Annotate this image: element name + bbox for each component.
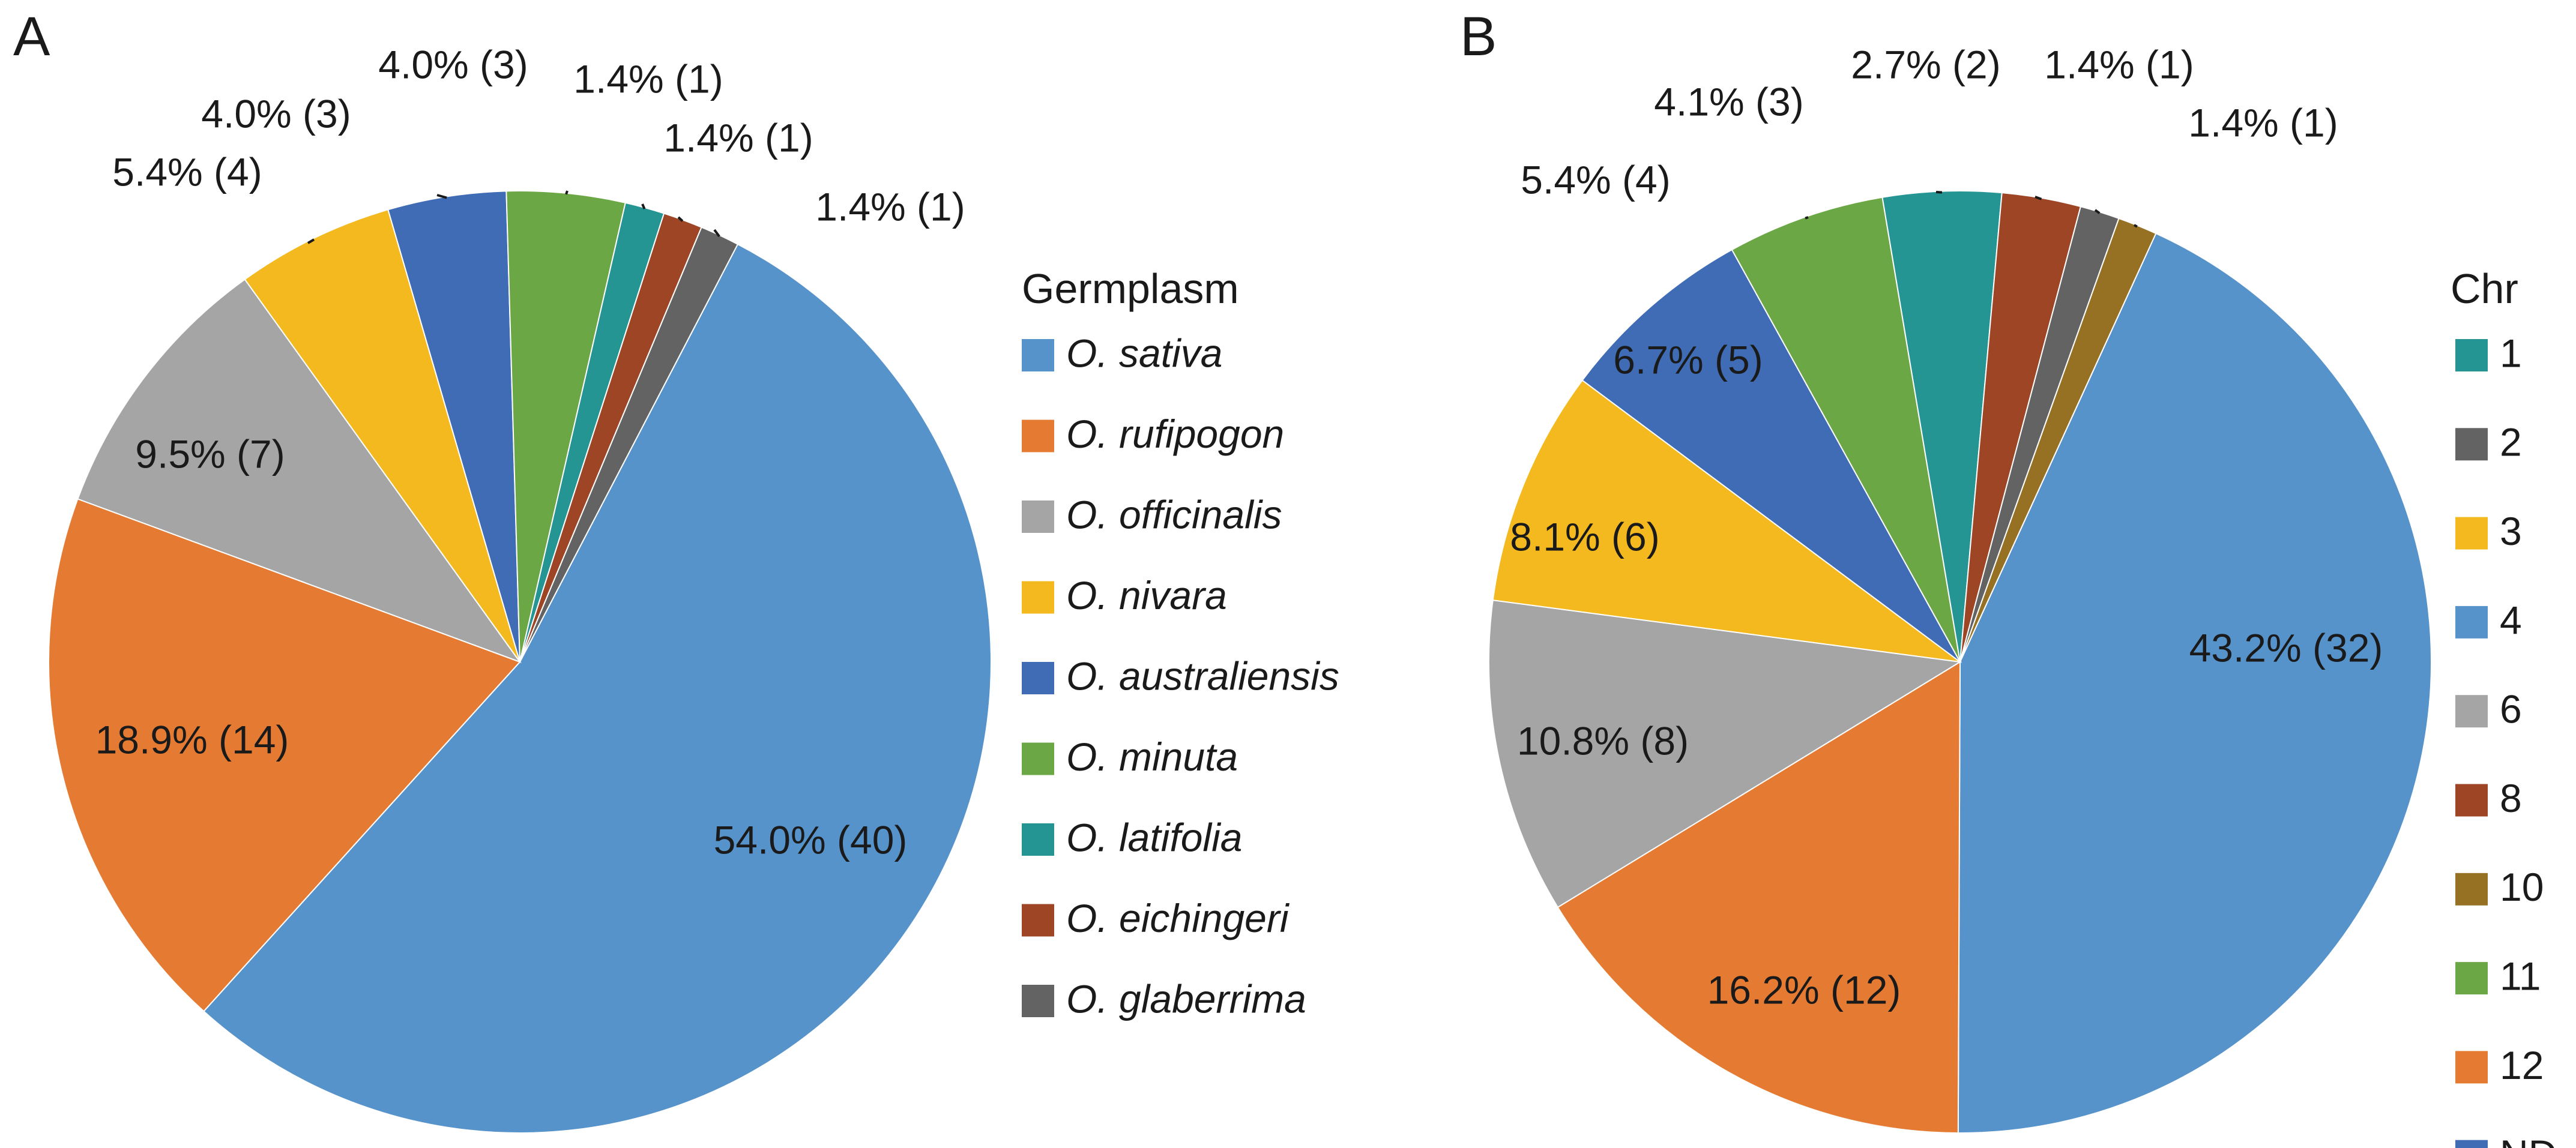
data-label-chr-12: 16.2% (12) xyxy=(1707,967,1901,1012)
data-label-chr-6: 10.8% (8) xyxy=(1517,718,1689,763)
legend-swatch-chr-8 xyxy=(2455,784,2488,817)
pie-slice-chr-3 xyxy=(1492,379,1962,663)
data-label-germplasm-o-officinalis: 9.5% (7) xyxy=(135,431,285,476)
legend-label-germplasm-o-sativa: O. sativa xyxy=(1066,331,1222,375)
legend-swatch-germplasm-o-australiensis xyxy=(1022,662,1054,694)
leader-line-chr-1 xyxy=(1935,191,1943,194)
legend-label-chr-6: 6 xyxy=(2500,687,2522,732)
data-label-germplasm-o-glaberrima: 1.4% (1) xyxy=(815,184,965,229)
pie-slice-germplasm-o-nivara xyxy=(244,209,520,663)
legend-title: Germplasm xyxy=(1022,265,1239,312)
leader-line-chr-10 xyxy=(2134,224,2138,228)
legend-title: Chr xyxy=(2451,265,2518,312)
pie-slice-chr-4 xyxy=(1957,232,2432,1134)
leader-line-chr-11 xyxy=(1805,216,1809,220)
legend-label-germplasm-o-nivara: O. nivara xyxy=(1066,573,1227,618)
data-label-germplasm-o-sativa: 54.0% (40) xyxy=(714,817,908,862)
legend-swatch-chr-6 xyxy=(2455,695,2488,728)
data-label-germplasm-o-australiensis: 4.0% (3) xyxy=(201,91,351,136)
data-label-germplasm-o-minuta: 4.0% (3) xyxy=(378,42,528,86)
data-label-chr-3: 8.1% (6) xyxy=(1510,514,1659,559)
data-label-chr-1: 4.1% (3) xyxy=(1654,79,1803,124)
leader-line-germplasm-o-glaberrima xyxy=(713,229,720,238)
legend-swatch-chr-3 xyxy=(2455,517,2488,550)
leader-line-germplasm-o-minuta xyxy=(565,190,569,195)
pie-slice-germplasm-o-officinalis xyxy=(77,278,522,664)
legend-swatch-germplasm-o-sativa xyxy=(1022,339,1054,371)
data-label-chr-nd: 6.7% (5) xyxy=(1613,337,1763,382)
data-label-germplasm-o-rufipogon: 18.9% (14) xyxy=(95,717,289,762)
legend-label-chr-2: 2 xyxy=(2500,420,2522,464)
panel-label-b: B xyxy=(1460,6,1497,67)
leader-line-chr-8 xyxy=(2035,196,2042,200)
data-label-germplasm-o-eichingeri: 1.4% (1) xyxy=(663,115,813,160)
data-label-chr-11: 5.4% (4) xyxy=(1521,157,1670,202)
data-label-chr-2: 1.4% (1) xyxy=(2044,42,2194,86)
legend-swatch-germplasm-o-glaberrima xyxy=(1022,985,1054,1017)
legend-label-chr-4: 4 xyxy=(2500,598,2522,642)
legend-label-chr-nd: ND xyxy=(2500,1132,2557,1148)
legend-label-germplasm-o-minuta: O. minuta xyxy=(1066,735,1238,779)
data-label-germplasm-o-latifolia: 1.4% (1) xyxy=(573,56,723,101)
pie-slice-chr-nd xyxy=(1581,248,1961,663)
pie-slice-germplasm-o-rufipogon xyxy=(48,498,521,1012)
legend-label-germplasm-o-latifolia: O. latifolia xyxy=(1066,815,1242,859)
legend-swatch-germplasm-o-latifolia xyxy=(1022,823,1054,856)
data-label-chr-8: 2.7% (2) xyxy=(1851,42,2000,86)
data-label-chr-10: 1.4% (1) xyxy=(2188,100,2338,145)
legend-label-germplasm-o-eichingeri: O. eichingeri xyxy=(1066,896,1290,940)
legend-swatch-chr-12 xyxy=(2455,1051,2488,1084)
pie-slice-chr-11 xyxy=(1731,196,1961,663)
pie-chart-chromosome: 43.2% (32) 16.2% (12) 10.8% (8) 8.1% (6) 6.7… xyxy=(1488,42,2432,1134)
data-label-germplasm-o-nivara: 5.4% (4) xyxy=(112,149,262,194)
leader-line-germplasm-o-eichingeri xyxy=(677,216,684,222)
panel-label-a: A xyxy=(13,6,50,67)
pie-slice-chr-6 xyxy=(1488,600,1962,909)
legend-label-chr-12: 12 xyxy=(2500,1043,2544,1087)
legend-swatch-germplasm-o-minuta xyxy=(1022,742,1054,775)
legend-label-chr-8: 8 xyxy=(2500,776,2522,820)
legend-label-chr-3: 3 xyxy=(2500,509,2522,553)
legend-label-chr-10: 10 xyxy=(2500,865,2544,909)
legend-label-germplasm-o-australiensis: O. australiensis xyxy=(1066,654,1339,698)
leader-line-germplasm-o-latifolia xyxy=(641,203,646,209)
legend-swatch-germplasm-o-rufipogon xyxy=(1022,419,1054,452)
legend-label-germplasm-o-rufipogon: O. rufipogon xyxy=(1066,412,1284,456)
pie-chart-germplasm: 54.0% (40) 18.9% (14) 9.5% (7) 5.4% (4) 4.0%… xyxy=(48,42,992,1134)
legend-swatch-chr-11 xyxy=(2455,962,2488,995)
leader-line-germplasm-o-australiensis xyxy=(436,194,447,199)
pie-slice-germplasm-o-sativa xyxy=(202,243,992,1134)
legend-germplasm: Germplasm O. sativa O. rufipogon O. officin… xyxy=(1022,265,1339,1021)
legend-label-germplasm-o-glaberrima: O. glaberrima xyxy=(1066,976,1306,1021)
legend-swatch-chr-1 xyxy=(2455,339,2488,371)
legend-swatch-germplasm-o-nivara xyxy=(1022,581,1054,614)
legend-swatch-chr-nd xyxy=(2455,1140,2488,1148)
legend-label-chr-11: 11 xyxy=(2500,954,2541,999)
legend-label-germplasm-o-officinalis: O. officinalis xyxy=(1066,492,1282,536)
legend-swatch-chr-10 xyxy=(2455,873,2488,906)
legend-chromosome: Chr123468101112ND xyxy=(2451,265,2557,1148)
data-label-chr-4: 43.2% (32) xyxy=(2189,625,2383,670)
legend-swatch-chr-2 xyxy=(2455,428,2488,461)
leader-line-chr-2 xyxy=(2094,209,2101,214)
legend-swatch-germplasm-o-eichingeri xyxy=(1022,904,1054,937)
pie-slice-chr-12 xyxy=(1557,661,1961,1134)
legend-swatch-chr-4 xyxy=(2455,606,2488,639)
leader-line-germplasm-o-nivara xyxy=(307,238,315,244)
legend-swatch-germplasm-o-officinalis xyxy=(1022,500,1054,533)
legend-label-chr-1: 1 xyxy=(2500,331,2522,375)
